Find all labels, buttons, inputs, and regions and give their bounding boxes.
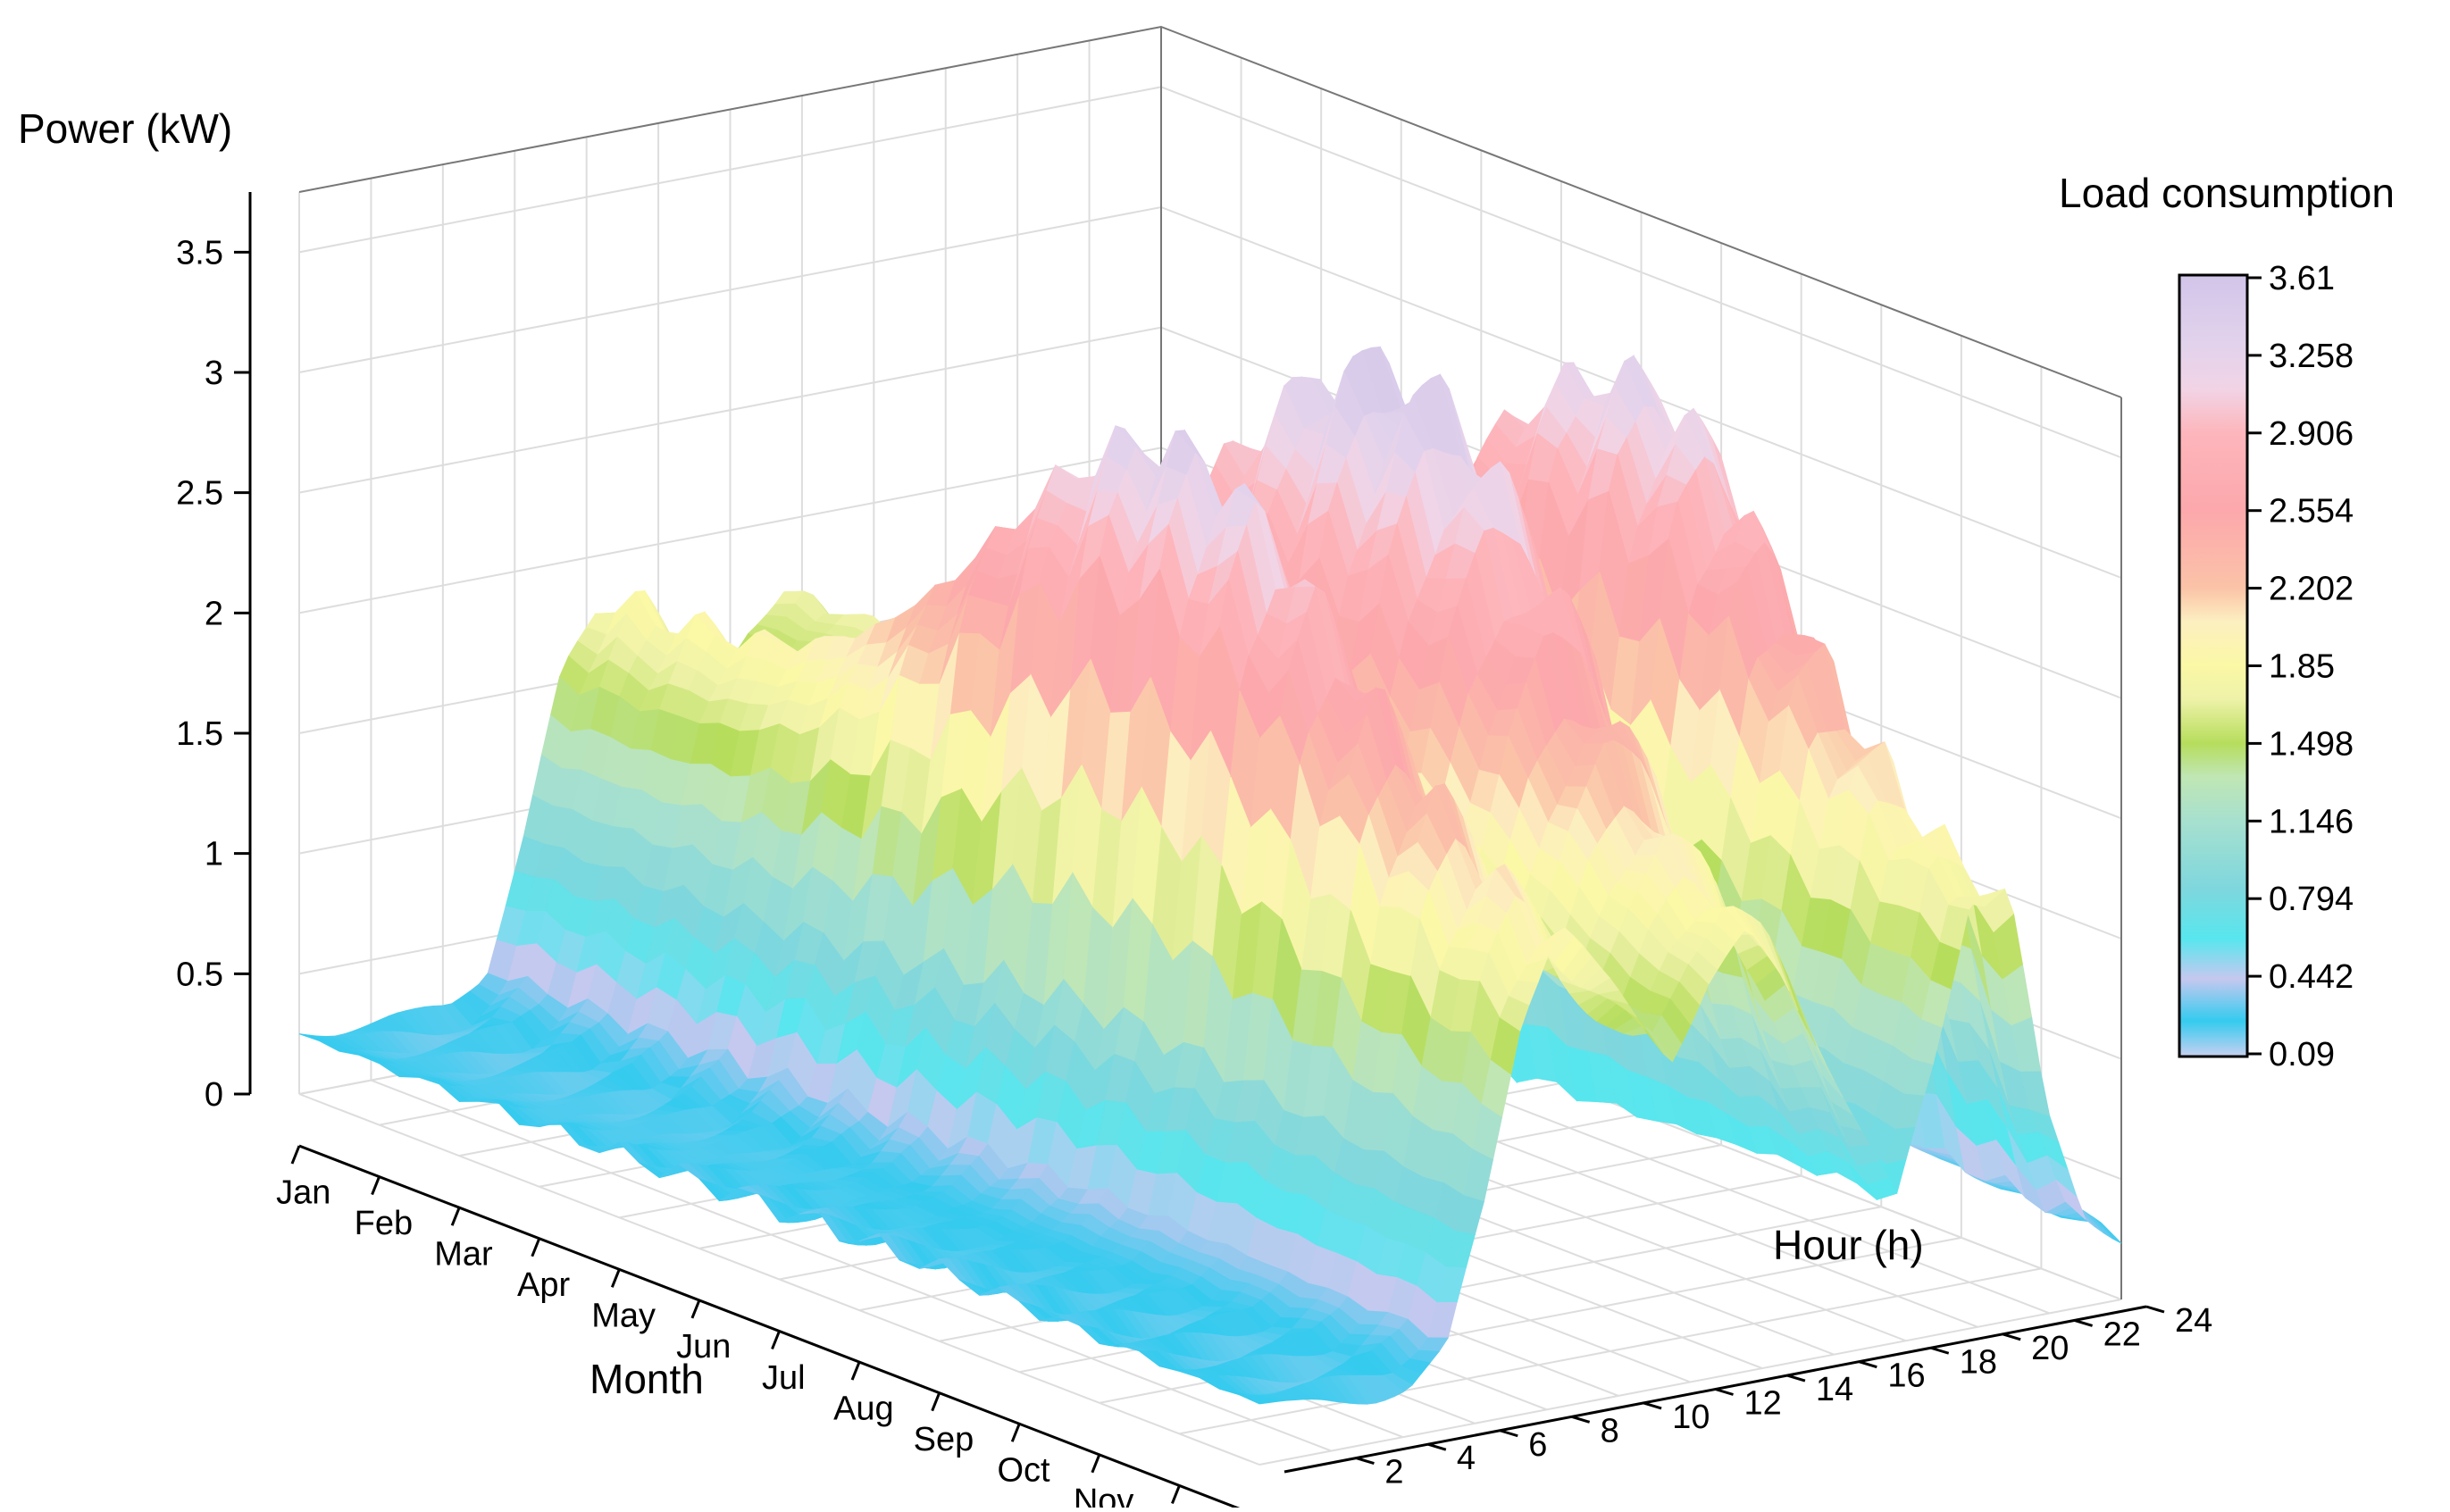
colorbar-tick-label: 2.906	[2269, 415, 2354, 453]
hour-tick-label: 20	[2031, 1330, 2069, 1367]
colorbar-tick-label: 0.442	[2269, 958, 2354, 996]
hour-tick-label: 14	[1816, 1371, 1853, 1408]
month-tick-mark	[850, 1361, 861, 1381]
grid-line	[371, 1079, 1332, 1452]
month-tick-mark	[610, 1268, 621, 1288]
x-axis-title: Month	[590, 1356, 704, 1402]
z-tick-label: 3.5	[176, 234, 223, 271]
month-tick-label: Feb	[355, 1205, 413, 1242]
grid-line	[298, 1093, 1260, 1466]
z-tick-label: 2.5	[176, 475, 223, 513]
colorbar-tick-label: 0.794	[2269, 881, 2354, 918]
hour-tick-mark	[1643, 1401, 1662, 1410]
month-tick-label: May	[591, 1298, 656, 1335]
hour-tick-label: 6	[1528, 1426, 1547, 1464]
month-tick-label: Nov	[1074, 1483, 1134, 1508]
z-tick-label: 1	[205, 836, 223, 873]
surface-patch	[2092, 1215, 2122, 1244]
y-axis-title: Hour (h)	[1773, 1222, 1924, 1268]
month-tick-mark	[690, 1299, 701, 1319]
colorbar-tick-label: 0.09	[2269, 1036, 2335, 1073]
colorbar-tick-label: 3.61	[2269, 260, 2335, 297]
surface-layer	[298, 346, 2122, 1405]
hour-tick-label: 16	[1887, 1357, 1925, 1395]
month-tick-label: Jul	[762, 1359, 806, 1397]
month-tick-label: Apr	[517, 1266, 570, 1304]
hour-tick-label: 12	[1744, 1385, 1782, 1423]
month-tick-mark	[371, 1176, 380, 1196]
hour-tick-mark	[1930, 1346, 1950, 1355]
month-tick-mark	[931, 1392, 941, 1412]
z-tick-label: 3	[205, 355, 223, 392]
hour-tick-mark	[1786, 1374, 1806, 1383]
colorbar-gradient	[2178, 273, 2249, 1058]
hour-tick-mark	[1355, 1457, 1375, 1466]
colorbar-tick-label: 3.258	[2269, 338, 2354, 375]
month-tick-label: Jan	[276, 1174, 330, 1211]
z-tick-label: 0	[205, 1076, 223, 1114]
month-tick-mark	[1010, 1423, 1021, 1442]
hour-tick-mark	[1571, 1415, 1591, 1424]
hour-tick-mark	[2002, 1332, 2021, 1341]
hour-tick-mark	[1715, 1388, 1734, 1396]
colorbar-tick-label: 2.202	[2269, 571, 2354, 608]
hour-tick-label: 18	[1960, 1343, 1997, 1381]
hour-tick-mark	[1499, 1429, 1518, 1438]
colorbar-tick-label: 1.85	[2269, 648, 2335, 686]
colorbar-tick-label: 2.554	[2269, 493, 2354, 530]
month-tick-label: Oct	[997, 1452, 1050, 1490]
hour-tick-label: 8	[1601, 1412, 1619, 1449]
z-axis-title: Power (kW)	[18, 105, 232, 152]
month-tick-mark	[1171, 1484, 1181, 1504]
colorbar-tick-label: 1.146	[2269, 803, 2354, 840]
z-tick-label: 2	[205, 595, 223, 632]
colorbar-title: Load consumption	[2059, 170, 2395, 216]
hour-tick-mark	[1858, 1360, 1877, 1369]
z-tick-label: 0.5	[176, 956, 223, 993]
hour-tick-mark	[2074, 1318, 2094, 1327]
month-tick-mark	[290, 1145, 301, 1165]
z-tick-label: 1.5	[176, 715, 223, 753]
month-tick-mark	[450, 1207, 461, 1226]
month-tick-label: Aug	[833, 1390, 894, 1427]
colorbar-tick-label: 1.498	[2269, 725, 2354, 763]
hour-tick-mark	[2145, 1305, 2165, 1314]
hour-tick-label: 2	[1384, 1454, 1403, 1491]
month-tick-label: Mar	[434, 1235, 493, 1273]
month-tick-mark	[531, 1238, 541, 1257]
hour-tick-mark	[1427, 1442, 1447, 1451]
grid-line	[298, 86, 2122, 459]
month-tick-mark	[1091, 1454, 1101, 1474]
hour-tick-label: 10	[1672, 1399, 1710, 1436]
month-tick-label: Sep	[914, 1421, 974, 1458]
hour-tick-label: 4	[1457, 1440, 1476, 1477]
colorbar: 3.61 3.258 2.906 2.554 2.202 1.85 1.498 1.146 0.…	[2178, 260, 2354, 1073]
hour-tick-label: 22	[2103, 1316, 2141, 1353]
hour-tick-label: 24	[2175, 1302, 2212, 1340]
wall-outline	[298, 25, 2122, 398]
month-tick-mark	[771, 1330, 781, 1350]
colorbar-ticks: 3.61 3.258 2.906 2.554 2.202 1.85 1.498 1.146 0.…	[2247, 260, 2354, 1073]
